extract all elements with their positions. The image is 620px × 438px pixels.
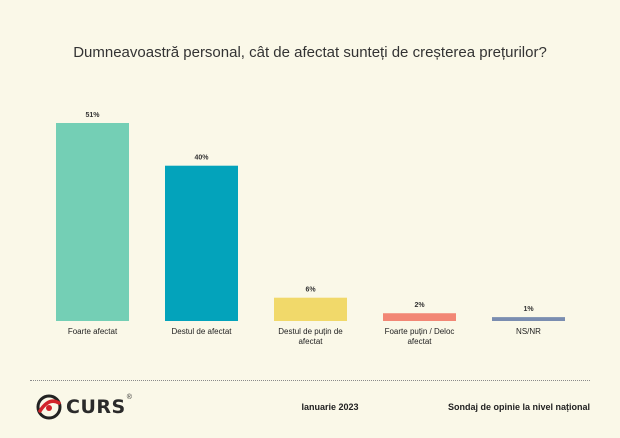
curs-logo-icon (36, 394, 62, 420)
category-label-1: Foarte afectat (68, 327, 118, 336)
bar-value-label-5: 1% (523, 306, 534, 313)
bar-5 (492, 317, 565, 321)
curs-logo: CURS ® (36, 393, 132, 421)
logo-registered-mark: ® (126, 394, 132, 401)
category-label-3: Destul de puțin de afectat (278, 327, 343, 346)
bar-value-label-3: 6% (305, 287, 316, 294)
category-label-2: Destul de afectat (171, 327, 232, 336)
bar-value-label-2: 40% (194, 155, 209, 162)
bar-1 (56, 123, 129, 321)
logo-text: CURS (66, 396, 126, 418)
bar-3 (274, 297, 347, 321)
bar-value-label-1: 51% (85, 112, 100, 119)
chart-title: Dumneavoastră personal, cât de afectat s… (73, 44, 547, 61)
bar-value-label-4: 2% (414, 302, 425, 309)
category-label-5: NS/NR (516, 327, 541, 336)
bar-4 (383, 313, 456, 321)
category-label-4: Foarte puțin / Deloc afectat (385, 327, 455, 346)
bar-2 (165, 165, 238, 321)
survey-description: Sondaj de opinie la nivel național (447, 402, 590, 412)
footer-divider (30, 380, 590, 381)
survey-date: Ianuarie 2023 (301, 402, 359, 412)
bar-chart: 51% Foarte afectat 40% Destul de afectat 6% D… (56, 112, 565, 346)
